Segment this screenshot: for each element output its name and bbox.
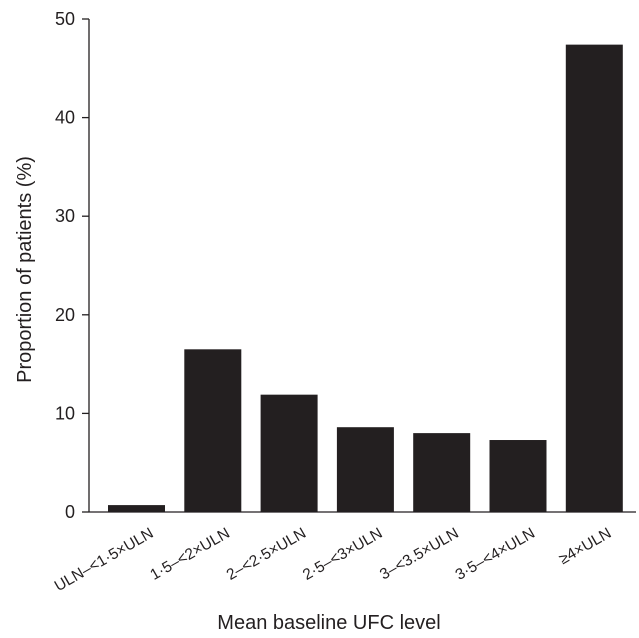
axes-layer [88, 19, 636, 513]
bar [336, 427, 394, 512]
y-tick-label: 0 [65, 502, 75, 522]
bar [565, 44, 623, 513]
y-axis-title: Proportion of patients (%) [14, 156, 36, 383]
bar [108, 505, 165, 512]
x-category-label: 2–<2·5×ULN [224, 525, 309, 584]
x-category-label: 3–<3.5×ULN [377, 525, 462, 584]
x-category-label: 3·5–<4×ULN [453, 525, 538, 584]
x-category-labels: ULN–<1·5×ULN1·5–<2×ULN2–<2·5×ULN2·5–<3×U… [52, 525, 615, 595]
y-tick-label: 30 [55, 206, 75, 226]
bar [184, 349, 242, 512]
bars-layer [108, 44, 623, 513]
x-category-label: ULN–<1·5×ULN [52, 525, 157, 595]
y-ticks: 0 10 20 30 40 50 [55, 9, 89, 522]
y-tick-label: 50 [55, 9, 75, 29]
y-tick-label: 20 [55, 305, 75, 325]
bar [413, 433, 471, 512]
x-category-label: ≥4×ULN [556, 525, 614, 568]
x-axis-title: Mean baseline UFC level [217, 612, 440, 634]
y-tick-label: 10 [55, 403, 75, 423]
bar [489, 440, 547, 512]
x-category-label: 2·5–<3×ULN [300, 525, 385, 584]
x-category-label: 1·5–<2×ULN [147, 525, 232, 584]
bar [260, 394, 318, 512]
y-tick-label: 40 [55, 108, 75, 128]
